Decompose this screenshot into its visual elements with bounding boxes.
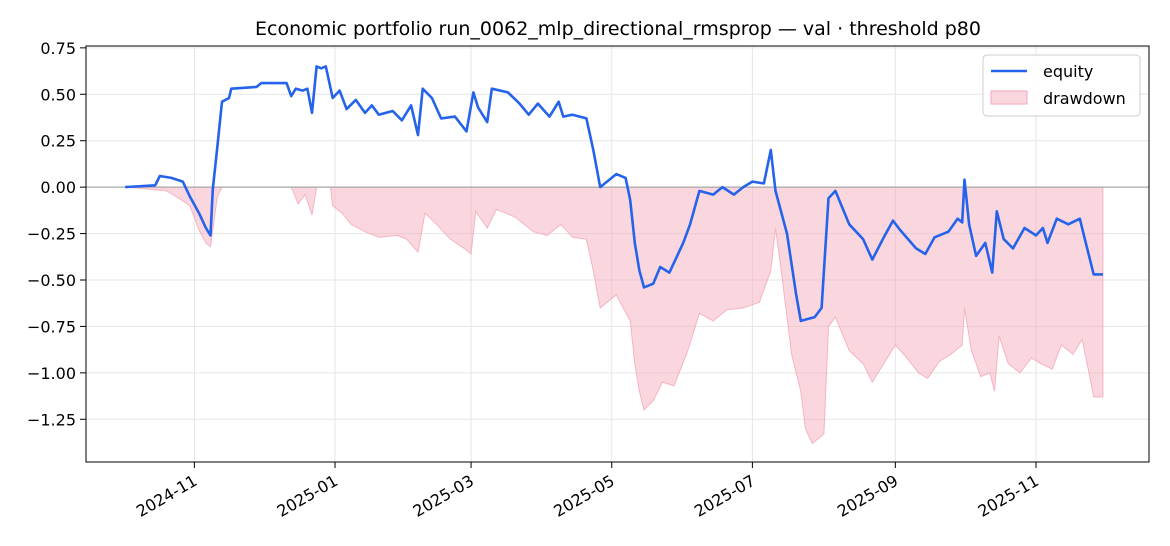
plot-frame <box>85 45 1150 463</box>
x-tick-label: 2025-01 <box>274 471 341 521</box>
y-tick-label: 0.50 <box>40 85 76 104</box>
grid <box>86 46 1149 462</box>
x-tick-label: 2025-07 <box>691 471 758 521</box>
y-tick-label: −1.25 <box>27 410 76 429</box>
x-tick-label: 2025-03 <box>410 471 477 521</box>
legend-equity-label: equity <box>1043 62 1093 81</box>
y-tick-label: −0.50 <box>27 271 76 290</box>
legend: equity drawdown <box>982 54 1141 117</box>
drawdown-area <box>125 186 1104 445</box>
equity-line <box>125 65 1103 323</box>
legend-drawdown-swatch <box>990 90 1028 105</box>
legend-drawdown-label: drawdown <box>1043 89 1126 108</box>
x-tick-label: 2025-11 <box>975 471 1042 521</box>
y-tick-label: 0.75 <box>40 39 76 58</box>
y-tick-label: 0.25 <box>40 132 76 151</box>
x-axis: 2024-11 2025-01 2025-03 2025-05 2025-07 2025-… <box>133 462 1042 521</box>
y-tick-label: −0.75 <box>27 317 76 336</box>
y-tick-label: −1.00 <box>27 364 76 383</box>
plot-data <box>86 65 1149 445</box>
chart-title: Economic portfolio run_0062_mlp_directio… <box>255 18 981 40</box>
x-tick-label: 2025-05 <box>550 471 617 521</box>
y-tick-label: 0.00 <box>40 178 76 197</box>
y-tick-label: −0.25 <box>27 225 76 244</box>
y-axis: 0.75 0.50 0.25 0.00 −0.25 −0.50 −0.75 −1.00 −1.2… <box>27 39 86 429</box>
x-tick-label: 2024-11 <box>133 471 200 521</box>
x-tick-label: 2025-09 <box>834 471 901 521</box>
